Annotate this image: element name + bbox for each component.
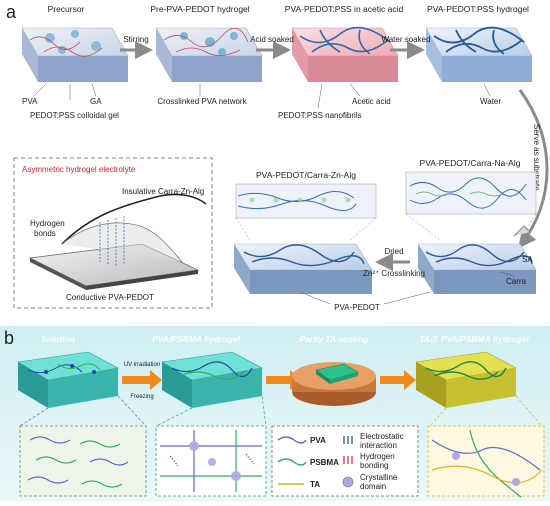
legend-crystalline-2: domain [360, 482, 386, 491]
stage-pva-psbma-title: PVA/PSBMA hydrogel [152, 334, 240, 344]
label-zn-alg: PVA-PEDOT/Carra-Zn-Alg [256, 170, 356, 180]
legend-hydrogen-2: bonding [360, 461, 388, 470]
zoom-network-chains [160, 430, 262, 492]
step-precursor-title: Precursor [48, 4, 85, 14]
panel-a-letter: a [6, 2, 17, 22]
legend-pva-label: PVA [310, 436, 326, 445]
callout-acetic-acid: Acetic acid [352, 97, 391, 106]
slab-acetic [291, 26, 399, 82]
step-acetic-title: PVA-PEDOT:PSS in acetic acid [285, 4, 404, 14]
legend-hydrogen-1: Hydrogen [360, 452, 395, 461]
legend-pva-swatch [277, 436, 307, 444]
label-uv: UV irradiation [124, 362, 160, 368]
step-pre-hydrogel-title: Pre-PVA-PEDOT hydrogel [150, 4, 249, 14]
asym-hbonds-2: bonds [34, 229, 56, 238]
cube-pva-psbma [161, 351, 263, 408]
label-serve-substrate: Serve as substrate [532, 124, 541, 191]
zoom-box-solution [19, 425, 147, 497]
asym-sheet-illustration [28, 193, 207, 290]
label-carra: Carra [506, 277, 527, 286]
arrow-to-final [380, 370, 416, 390]
asym-insulative: Insulative Carra-Zn-Alg [122, 187, 204, 196]
panel-b-letter: b [4, 328, 14, 348]
arrow-uv-freezing [122, 370, 162, 390]
callout-crosslinked: Crosslinked PVA network [157, 97, 247, 106]
disk-ta-coating [292, 362, 376, 406]
legend-ta-label: TA [310, 480, 320, 489]
slab-pre-hydrogel [155, 27, 263, 82]
arrow-serve-substrate [518, 89, 549, 249]
callout-pedot-gel: PEDOT:PSS colloidal gel [30, 111, 119, 120]
legend-crystalline-1: Crystalline [360, 473, 398, 482]
legend-electrostatic-1: Electrostatic [360, 432, 404, 441]
callout-lines-top [33, 83, 491, 109]
label-zn-crosslinking: Zn²⁺ Crosslinking [363, 269, 425, 278]
legend-hydrogen-swatch [343, 456, 353, 464]
legend-psbma-label: PSBMA [310, 458, 339, 467]
cube-ta-hydrogel [415, 351, 517, 408]
zoom-solution-chains [27, 436, 129, 488]
legend-psbma-swatch [277, 458, 307, 466]
callout-lines-lower [299, 255, 521, 305]
slab-na-alg [417, 225, 537, 294]
asym-title: Asymmetric hydrogel electrolyte [22, 165, 136, 174]
zoom-box-final [427, 425, 545, 497]
cube-solution [17, 351, 119, 408]
stage-solution-title: Solution [41, 334, 75, 344]
step-hydrogel-title: PVA-PEDOT:PSS hydrogel [427, 4, 529, 14]
callout-nanofibrils: PEDOT:PSS nanofibrils [278, 111, 362, 120]
slab-hydrogel [425, 26, 533, 82]
zoom-lines-lower [235, 213, 537, 241]
asym-hbonds-1: Hydrogen [30, 219, 65, 228]
callout-pva: PVA [22, 97, 38, 106]
asym-conductive: Conductive PVA-PEDOT [66, 293, 154, 302]
label-sa: SA [522, 255, 533, 264]
stage-ta-coating-title: Partly TA coating [300, 334, 370, 344]
label-dried: Dried [384, 247, 403, 256]
slab-zn-alg [233, 243, 373, 294]
zoom-lines-b [19, 395, 543, 427]
label-acid-soaked: Acid soaked [250, 35, 294, 44]
label-freezing: Freezing [130, 394, 153, 400]
asym-electrolyte-box [13, 157, 213, 309]
slab-precursor [21, 27, 129, 82]
callout-ga: GA [90, 97, 102, 106]
label-na-alg: PVA-PEDOT/Carra-Na-Alg [420, 158, 521, 168]
label-pva-pedot: PVA-PEDOT [334, 303, 380, 312]
legend-electrostatic-swatch [343, 436, 353, 444]
label-water-soaked: Water soaked [381, 35, 430, 44]
callout-water: Water [480, 97, 501, 106]
label-stirring: Stirring [123, 35, 148, 44]
legend-crystalline-swatch [342, 476, 354, 488]
zoom-final-chains [431, 429, 543, 498]
zoom-box-na-alg [405, 171, 537, 215]
legend-electrostatic-2: interaction [360, 441, 397, 450]
stage-ta-hydrogel-title: TA@ PVA/PSBMA hydrogel [419, 334, 529, 344]
